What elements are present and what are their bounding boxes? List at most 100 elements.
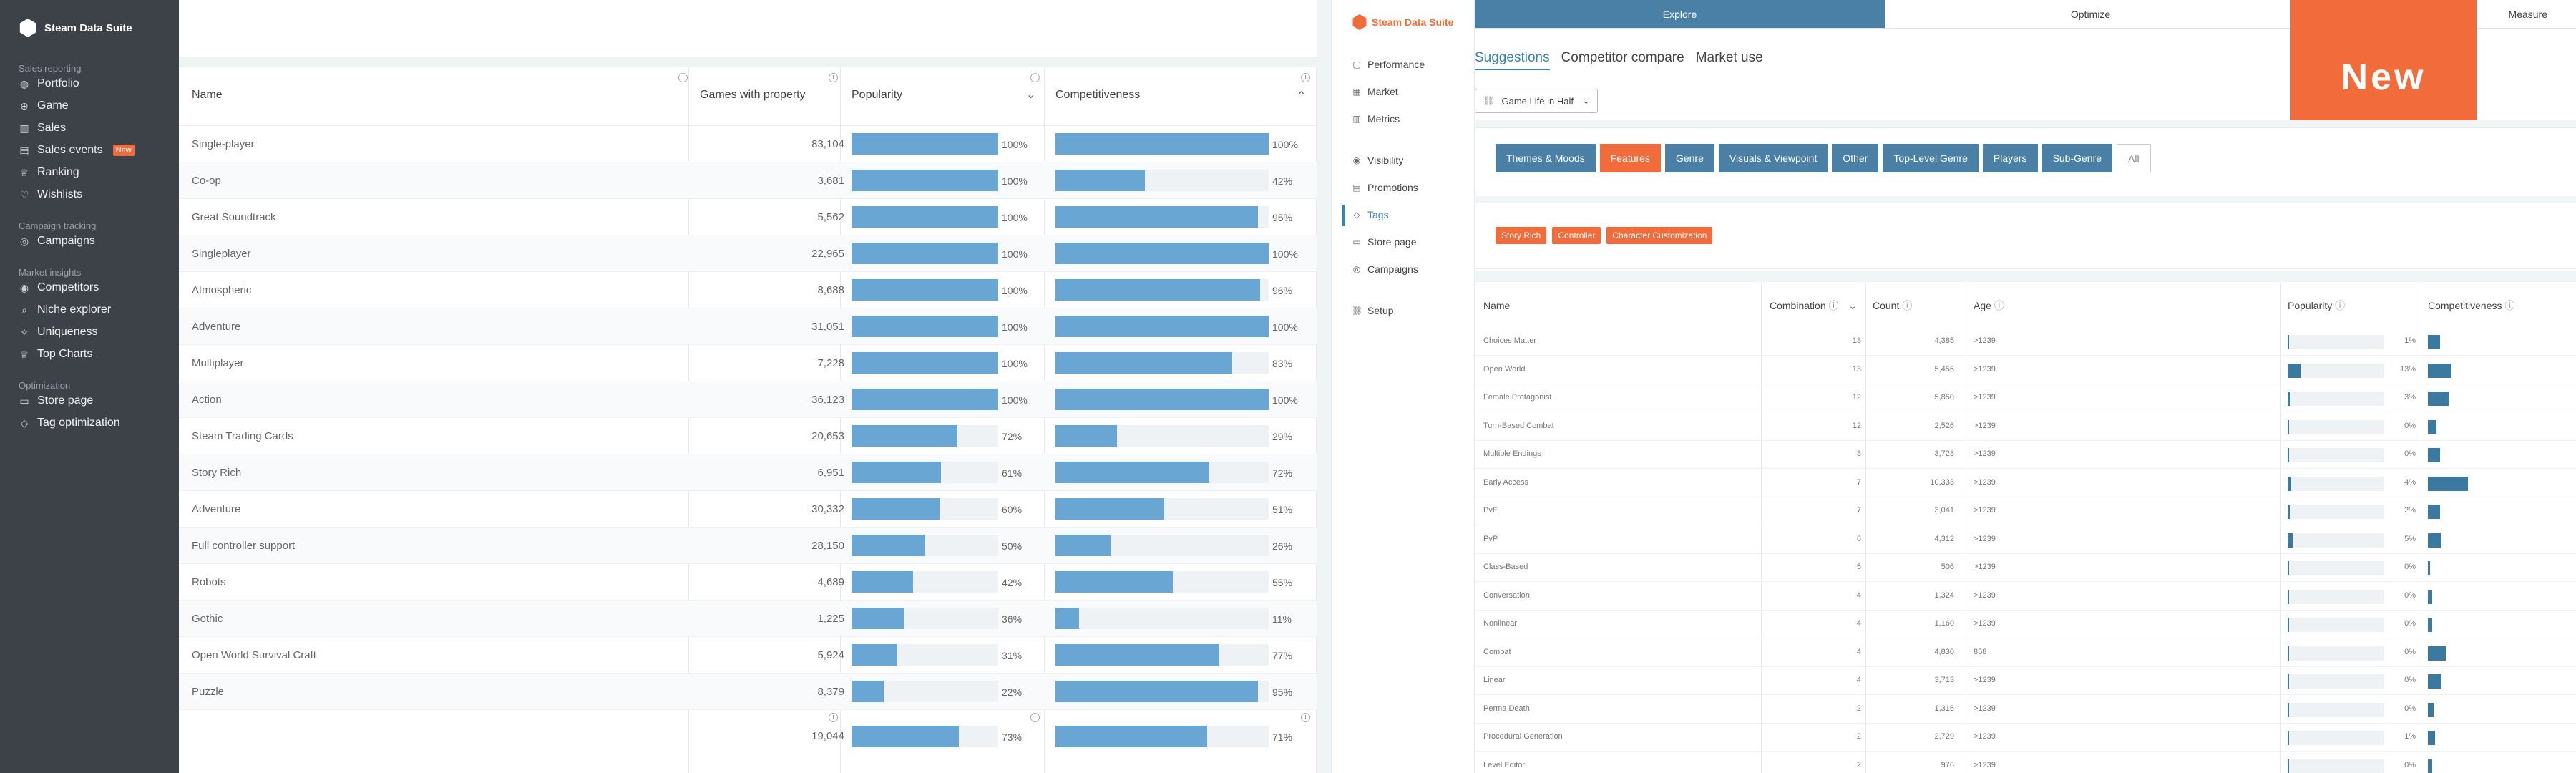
table-row[interactable]: Nonlinear 4 1,160 >1239 0% — [1475, 611, 2576, 638]
game-select[interactable]: ⛓ Game Life in Half ⌄ — [1475, 89, 1598, 113]
table-row[interactable]: Adventure 31,051 100% 100% — [179, 308, 1317, 345]
table-row[interactable]: Conversation 4 1,324 >1239 0% — [1475, 583, 2576, 611]
table-row[interactable]: Great Soundtrack 5,562 100% 95% — [179, 199, 1317, 235]
table-row[interactable]: Puzzle 8,379 22% 95% — [179, 674, 1317, 710]
sidebar-item-campaigns[interactable]: ◎ Campaigns — [19, 235, 95, 248]
header-combination[interactable]: Combination ⓘ ⌄ — [1770, 283, 1857, 328]
header-name[interactable]: Name — [192, 89, 223, 101]
tab-optimize[interactable]: Optimize — [1885, 0, 2296, 29]
nav-item-tags[interactable]: ◇ Tags — [1352, 209, 1388, 220]
table-row[interactable]: Linear 4 3,713 >1239 0% — [1475, 667, 2576, 695]
nav-item-market[interactable]: ▦ Market — [1352, 86, 1397, 97]
header-count[interactable]: Count ⓘ — [1873, 283, 1912, 328]
table-row[interactable]: Atmospheric 8,688 100% 96% — [179, 272, 1317, 308]
category-tab-themes-moods[interactable]: Themes & Moods — [1496, 144, 1596, 172]
sidebar-item-sales-events[interactable]: ▤ Sales events New — [19, 144, 135, 157]
sidebar-item-store-page[interactable]: ▭ Store page — [19, 394, 93, 407]
info-icon[interactable]: i — [678, 73, 688, 82]
table-row[interactable]: Gothic 1,225 36% 11% — [179, 601, 1317, 637]
subtab-suggestions[interactable]: Suggestions — [1475, 50, 1550, 70]
nav-item-setup[interactable]: ⛓ Setup — [1352, 305, 1394, 316]
tag-chip[interactable]: Controller — [1552, 227, 1601, 244]
sidebar-item-game[interactable]: ⊕ Game — [19, 99, 68, 112]
table-row[interactable]: Robots 4,689 42% 55% — [179, 564, 1317, 601]
table-row[interactable]: Singleplayer 22,965 100% 100% — [179, 235, 1317, 272]
nav-item-store-page[interactable]: ▭ Store page — [1352, 236, 1416, 248]
sidebar-item-tag-optimization[interactable]: ◇ Tag optimization — [19, 417, 120, 429]
chevron-down-icon[interactable]: ⌄ — [1026, 89, 1036, 101]
table-row[interactable]: Class-Based 5 506 >1239 0% — [1475, 554, 2576, 582]
brand-logo[interactable]: Steam Data Suite — [19, 19, 132, 37]
sidebar-item-sales[interactable]: ▥ Sales — [19, 122, 66, 135]
table-row[interactable]: Adventure 30,332 60% 51% — [179, 491, 1317, 528]
subtab-market-use[interactable]: Market use — [1695, 50, 1763, 65]
table-row[interactable]: Perma Death 2 1,316 >1239 0% — [1475, 696, 2576, 724]
table-row[interactable]: Turn-Based Combat 12 2,526 >1239 0% — [1475, 413, 2576, 441]
table-row[interactable]: Open World Survival Craft 5,924 31% 77% — [179, 637, 1317, 674]
sidebar-item-uniqueness[interactable]: ✧ Uniqueness — [19, 326, 97, 339]
category-tab-genre[interactable]: Genre — [1664, 144, 1714, 172]
category-tab-visuals-viewpoint[interactable]: Visuals & Viewpoint — [1718, 144, 1828, 172]
category-tab-players[interactable]: Players — [1982, 144, 2038, 172]
nav-item-visibility[interactable]: ◉ Visibility — [1352, 155, 1404, 166]
sidebar-item-portfolio[interactable]: ◍ Portfolio — [19, 77, 79, 90]
sidebar-item-ranking[interactable]: ♕ Ranking — [19, 166, 79, 179]
row-name: Single-player — [192, 138, 255, 150]
table-row[interactable]: Open World 13 5,456 >1239 13% — [1475, 356, 2576, 384]
info-icon[interactable]: i — [1030, 713, 1040, 722]
table-row[interactable]: Choices Matter 13 4,385 >1239 1% — [1475, 328, 2576, 356]
nav-item-performance[interactable]: ▢ Performance — [1352, 59, 1425, 70]
table-row[interactable]: Female Protagonist 12 5,850 >1239 3% — [1475, 384, 2576, 412]
header-competitiveness[interactable]: Competitiveness — [1055, 89, 1141, 101]
category-tab-features[interactable]: Features — [1599, 144, 1661, 172]
table-row[interactable]: PvE 7 3,041 >1239 2% — [1475, 497, 2576, 525]
header-popularity[interactable]: Popularity — [852, 89, 903, 101]
header-age[interactable]: Age ⓘ — [1974, 283, 2004, 328]
sidebar-item-wishlists[interactable]: ♡ Wishlists — [19, 188, 82, 201]
info-icon[interactable]: i — [1301, 713, 1310, 722]
tag-chip[interactable]: Character Customization — [1606, 227, 1713, 244]
header-competitiveness[interactable]: Competitiveness ⓘ — [2428, 283, 2514, 328]
nav-item-metrics[interactable]: ▥ Metrics — [1352, 113, 1400, 125]
table-row[interactable]: Co-op 3,681 100% 42% — [179, 162, 1317, 199]
popularity-percent: 0% — [2404, 619, 2416, 628]
info-icon[interactable]: i — [829, 73, 838, 82]
category-tab-other[interactable]: Other — [1832, 144, 1879, 172]
table-row[interactable]: Multiplayer 7,228 100% 83% — [179, 345, 1317, 381]
category-tab-sub-genre[interactable]: Sub-Genre — [2041, 144, 2113, 172]
sidebar-item-top-charts[interactable]: ♕ Top Charts — [19, 348, 93, 361]
header-games[interactable]: Games with property — [700, 89, 806, 101]
table-row[interactable]: PvP 6 4,312 >1239 5% — [1475, 526, 2576, 554]
table-row[interactable]: Single-player 83,104 100% 100% — [179, 126, 1317, 162]
popularity-percent: 31% — [1002, 650, 1023, 661]
sidebar-item-competitors[interactable]: ◉ Competitors — [19, 281, 99, 294]
table-row[interactable]: Full controller support 28,150 50% 26% — [179, 528, 1317, 564]
sidebar-item-niche-explorer[interactable]: ⌕ Niche explorer — [19, 303, 111, 316]
table-row[interactable]: Level Editor 2 976 >1239 0% — [1475, 752, 2576, 773]
table-row[interactable]: Multiple Endings 8 3,728 >1239 0% — [1475, 441, 2576, 469]
header-popularity[interactable]: Popularity ⓘ — [2288, 283, 2345, 328]
subtab-competitor-compare[interactable]: Competitor compare — [1561, 50, 1684, 65]
table-row[interactable]: Early Access 7 10,333 >1239 4% — [1475, 470, 2576, 497]
tag-chip[interactable]: Story Rich — [1496, 227, 1547, 244]
table-row[interactable]: Story Rich 6,951 61% 72% — [179, 454, 1317, 491]
tab-explore[interactable]: Explore — [1475, 0, 1885, 29]
info-icon[interactable]: i — [1301, 73, 1310, 82]
category-tab-top-level-genre[interactable]: Top-Level Genre — [1883, 144, 1979, 172]
header-name[interactable]: Name — [1483, 300, 1511, 311]
table-row[interactable]: Action 36,123 100% 100% — [179, 381, 1317, 418]
table-row[interactable]: Steam Trading Cards 20,653 72% 29% — [179, 418, 1317, 454]
popularity-percent: 36% — [1002, 613, 1023, 625]
row-name: Action — [192, 394, 222, 406]
competitiveness-percent: 100% — [1272, 394, 1298, 406]
info-icon[interactable]: i — [829, 713, 838, 722]
right-brand-logo[interactable]: Steam Data Suite — [1352, 14, 1453, 30]
table-row[interactable]: Procedural Generation 2 2,729 >1239 1% — [1475, 724, 2576, 752]
nav-item-campaigns[interactable]: ◎ Campaigns — [1352, 263, 1418, 275]
nav-item-promotions[interactable]: ▤ Promotions — [1352, 182, 1418, 193]
category-tab-all[interactable]: All — [2117, 144, 2151, 172]
info-icon[interactable]: i — [1030, 73, 1040, 82]
table-row[interactable]: Combat 4 4,830 858 0% — [1475, 639, 2576, 667]
row-name: Level Editor — [1483, 760, 1526, 769]
chevron-up-icon[interactable]: ⌃ — [1297, 90, 1307, 102]
